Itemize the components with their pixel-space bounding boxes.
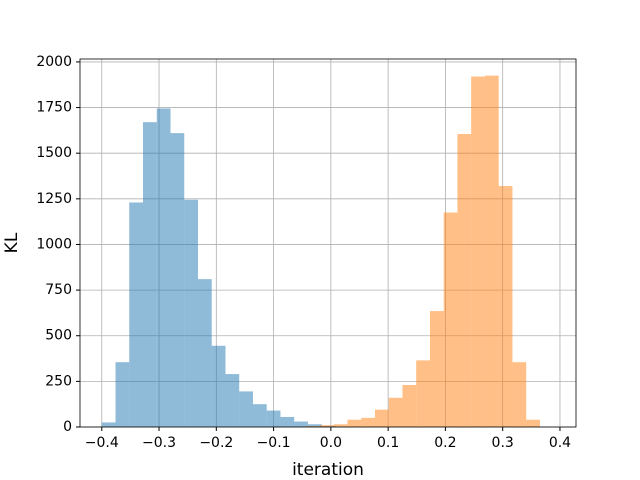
x-tick-label: −0.4 xyxy=(85,435,119,451)
histogram-bar xyxy=(239,391,253,427)
y-tick-label: 0 xyxy=(63,419,72,435)
histogram-bar xyxy=(361,417,375,427)
x-tick-label: 0.4 xyxy=(549,435,571,451)
histogram-bar xyxy=(280,416,295,427)
y-axis-label: KL xyxy=(2,232,22,253)
histogram-bar xyxy=(252,404,267,427)
y-tick-label: 500 xyxy=(45,328,72,344)
y-tick-label: 1000 xyxy=(36,236,72,252)
histogram-bar xyxy=(429,311,444,427)
x-tick-label: −0.1 xyxy=(257,435,291,451)
histogram-bar xyxy=(526,419,540,427)
histogram-bar xyxy=(211,345,226,427)
histogram-bar xyxy=(388,397,403,427)
y-tick-label: 750 xyxy=(45,282,72,298)
x-tick-label: −0.3 xyxy=(142,435,176,451)
y-tick-label: 1250 xyxy=(36,191,72,207)
histogram-bar xyxy=(101,422,116,427)
histogram-bar xyxy=(129,202,144,427)
histogram-bar xyxy=(197,279,212,427)
histogram-bar xyxy=(307,424,322,427)
x-axis-label: iteration xyxy=(292,460,364,480)
x-tick-label: −0.2 xyxy=(199,435,233,451)
histogram-bar xyxy=(333,424,348,427)
histogram-bar xyxy=(443,212,458,427)
histogram-bar xyxy=(306,426,320,427)
x-tick-label: 0.2 xyxy=(434,435,456,451)
y-tick-label: 250 xyxy=(45,373,72,389)
x-tick-label: 0.3 xyxy=(492,435,514,451)
histogram-bar xyxy=(347,419,362,427)
histogram-bar xyxy=(266,410,281,427)
plot-frame xyxy=(79,58,577,428)
histogram-bar xyxy=(484,75,499,427)
y-tick-label: 2000 xyxy=(36,54,72,70)
histogram-bar xyxy=(115,362,130,427)
histogram-bar xyxy=(319,425,334,427)
histogram-bar xyxy=(225,374,240,427)
histogram-bar xyxy=(156,108,171,427)
histogram-bar xyxy=(416,360,430,427)
histogram-bar xyxy=(402,385,417,427)
histogram-bar xyxy=(374,409,389,427)
histogram-bar xyxy=(457,134,472,427)
histogram-bar xyxy=(143,122,157,428)
x-tick-label: 0.1 xyxy=(377,435,399,451)
histogram-bar xyxy=(184,199,198,427)
histogram-bar xyxy=(498,186,513,427)
histogram-bar xyxy=(471,76,485,428)
y-tick-label: 1750 xyxy=(36,100,72,116)
histogram-bar xyxy=(170,133,185,427)
histogram-bar xyxy=(512,362,527,427)
y-tick-label: 1500 xyxy=(36,145,72,161)
x-tick-label: 0.0 xyxy=(320,435,342,451)
histogram-bar xyxy=(294,421,308,427)
